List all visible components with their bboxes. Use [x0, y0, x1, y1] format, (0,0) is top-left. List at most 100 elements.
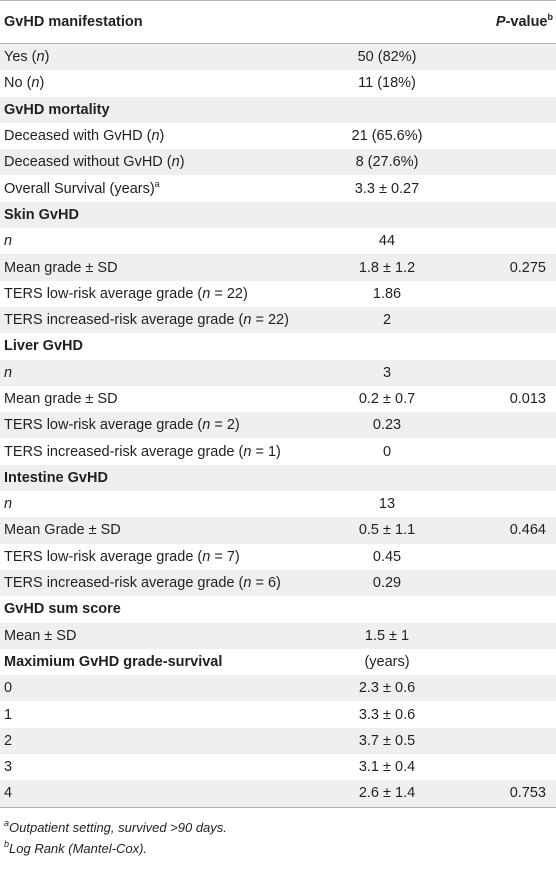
row-value: 13 — [378, 496, 396, 513]
row-label: TERS increased-risk average grade (n = 6… — [0, 575, 308, 591]
row-value: 3.3 ± 0.6 — [358, 706, 416, 723]
row-value: 0.23 — [372, 417, 402, 434]
row-label: No (n) — [0, 75, 308, 91]
row-p-value: 0.464 — [509, 522, 546, 539]
row-label-end: = 22) — [210, 285, 248, 302]
footnote-text: Outpatient setting, survived >90 days. — [9, 819, 227, 835]
row-label-italic: n — [202, 417, 211, 434]
footnote: aOutpatient setting, survived >90 days. — [4, 817, 556, 838]
row-value: 3.7 ± 0.5 — [358, 732, 416, 749]
row-label-text: 2 — [4, 732, 13, 749]
row-label-italic: n — [4, 233, 13, 250]
section-row: Liver GvHD — [0, 333, 556, 360]
row-label: TERS increased-risk average grade (n = 2… — [0, 312, 308, 328]
row-label-text: Overall Survival (years) — [4, 180, 155, 197]
row-label-end: ) — [44, 49, 50, 66]
row-label-italic: n — [4, 496, 13, 513]
row-label-text: TERS low-risk average grade ( — [4, 417, 203, 434]
row-label-text: TERS low-risk average grade ( — [4, 548, 203, 565]
table-row: 1 3.3 ± 0.6 — [0, 701, 556, 728]
row-label-italic: n — [36, 49, 45, 66]
row-p-value: 0.013 — [509, 391, 546, 407]
row-label-text: TERS increased-risk average grade ( — [4, 443, 244, 460]
row-label-end: = 1) — [251, 443, 281, 460]
row-label-italic: n — [202, 285, 211, 302]
table-row: Mean grade ± SD 0.2 ± 0.7 0.013 — [0, 385, 556, 413]
row-label-text: TERS low-risk average grade ( — [4, 285, 203, 302]
row-label-text: TERS increased-risk average grade ( — [4, 575, 244, 592]
row-value: 0.2 ± 0.7 — [358, 391, 416, 407]
row-label: 3 — [0, 759, 308, 775]
row-label: n — [0, 233, 308, 249]
row-value: 2 — [382, 312, 392, 329]
row-value: 3 — [382, 364, 392, 381]
row-label: TERS increased-risk average grade (n = 1… — [0, 444, 308, 460]
row-value: 0.29 — [372, 575, 402, 592]
footnote-marker: b — [4, 838, 10, 849]
row-label-text: GvHD mortality — [4, 101, 110, 118]
row-label-italic: n — [243, 443, 252, 460]
table-row: TERS increased-risk average grade (n = 2… — [0, 306, 556, 334]
table-row: Mean Grade ± SD 0.5 ± 1.1 0.464 — [0, 517, 556, 544]
row-value: 21 (65.6%) — [351, 128, 423, 145]
table-row: Mean ± SD 1.5 ± 1 — [0, 622, 556, 649]
row-value: (years) — [364, 653, 410, 670]
bottom-rule — [0, 806, 556, 808]
row-label: GvHD sum score — [0, 601, 308, 617]
row-value: 1.86 — [372, 285, 402, 302]
row-label: GvHD mortality — [0, 102, 308, 118]
row-label-end: = 2) — [210, 417, 240, 434]
row-label-text: 3 — [4, 759, 13, 776]
row-label-italic: n — [151, 128, 160, 145]
row-label: Yes (n) — [0, 49, 308, 65]
row-label-end: ) — [179, 154, 185, 171]
row-value: 0 — [382, 443, 392, 460]
row-label-text: Intestine GvHD — [4, 469, 108, 486]
row-label-text: TERS increased-risk average grade ( — [4, 312, 244, 329]
row-label-text: Mean Grade ± SD — [4, 522, 121, 539]
table-row: n 44 — [0, 228, 556, 255]
row-label-text: 4 — [4, 785, 13, 802]
row-label-text: Deceased without GvHD ( — [4, 154, 172, 171]
row-label: Liver GvHD — [0, 338, 308, 354]
table-row: TERS increased-risk average grade (n = 1… — [0, 438, 556, 465]
row-label-italic: n — [243, 575, 252, 592]
table-row: TERS low-risk average grade (n = 22) 1.86 — [0, 280, 556, 307]
footnotes: aOutpatient setting, survived >90 days. b… — [0, 817, 556, 859]
row-label-italic: n — [31, 75, 40, 92]
row-label: Mean grade ± SD — [0, 391, 308, 407]
row-value: 1.8 ± 1.2 — [358, 259, 416, 276]
section-row: GvHD mortality — [0, 96, 556, 123]
table-row: Mean grade ± SD 1.8 ± 1.2 0.275 — [0, 254, 556, 281]
row-label: n — [0, 496, 308, 512]
table-row: 2 3.7 ± 0.5 — [0, 727, 556, 755]
row-label-text: Maximium GvHD grade-survival — [4, 653, 223, 670]
row-value: 11 (18%) — [358, 75, 416, 92]
row-label: TERS low-risk average grade (n = 2) — [0, 417, 308, 433]
table-row: 4 2.6 ± 1.4 0.753 — [0, 780, 556, 807]
table-row: Overall Survival (years)a 3.3 ± 0.27 — [0, 175, 556, 202]
row-label-end: ) — [159, 128, 165, 145]
row-value: 2.6 ± 1.4 — [358, 785, 416, 802]
row-label: Mean ± SD — [0, 628, 308, 644]
table-row: 3 3.1 ± 0.4 — [0, 754, 556, 781]
row-label: 1 — [0, 707, 308, 723]
row-label-text: Liver GvHD — [4, 338, 83, 355]
row-label-italic: n — [202, 548, 211, 565]
footnote-text: Log Rank (Mantel-Cox). — [9, 840, 148, 856]
top-rule — [0, 0, 556, 1]
table-row: TERS low-risk average grade (n = 7) 0.45 — [0, 543, 556, 570]
row-p-value: 0.275 — [509, 259, 546, 276]
header-rule — [0, 43, 556, 44]
row-label: Intestine GvHD — [0, 470, 308, 486]
table-row: TERS low-risk average grade (n = 2) 0.23 — [0, 412, 556, 439]
row-label: Deceased with GvHD (n) — [0, 128, 308, 144]
row-label: Mean grade ± SD — [0, 260, 308, 276]
row-value: 1.5 ± 1 — [364, 627, 410, 644]
row-label-text: 1 — [4, 706, 13, 723]
row-value: 0.5 ± 1.1 — [358, 522, 416, 539]
table-row: n 13 — [0, 491, 556, 518]
table-row: Deceased without GvHD (n) 8 (27.6%) — [0, 149, 556, 176]
row-label: TERS low-risk average grade (n = 22) — [0, 286, 308, 302]
